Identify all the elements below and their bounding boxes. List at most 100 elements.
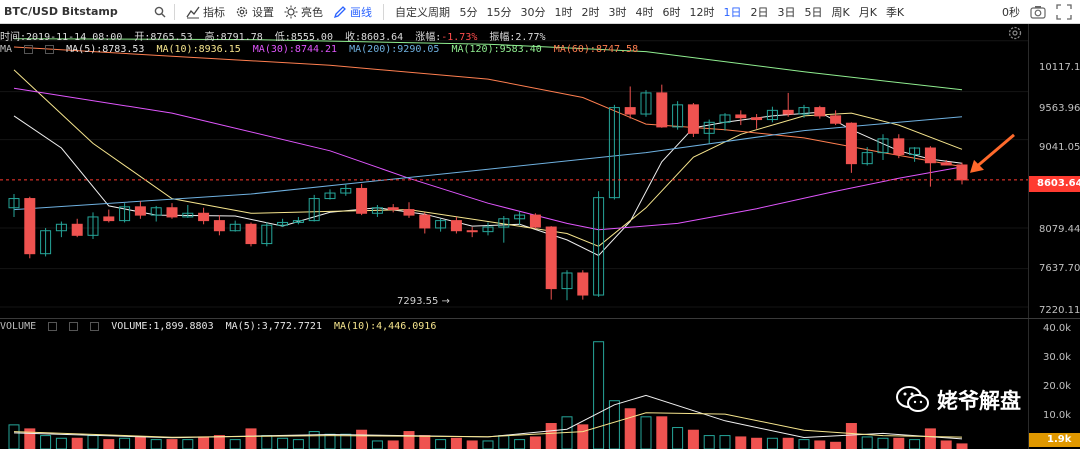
- timeframe-5日[interactable]: 5日: [804, 5, 823, 19]
- candle-body: [324, 192, 336, 200]
- low-price-value: 7293.55: [397, 296, 439, 307]
- price-axis[interactable]: 10117.11 9563.96 9041.05 8603.64 8079.44…: [1028, 24, 1080, 318]
- volume-bar: [640, 416, 652, 449]
- timeframe-3时[interactable]: 3时: [608, 5, 627, 19]
- volume-bar: [909, 439, 921, 449]
- indicators-icon: [186, 6, 200, 18]
- custom-period-button[interactable]: 自定义周期: [390, 4, 455, 20]
- candle-body: [229, 223, 241, 232]
- timeframe-季K[interactable]: 季K: [885, 5, 905, 19]
- timeframe-1日[interactable]: 1日: [723, 5, 742, 19]
- volume-bar: [814, 440, 826, 449]
- timeframe-2日[interactable]: 2日: [750, 5, 769, 19]
- volume-bar: [608, 400, 620, 449]
- volume-bar: [845, 423, 857, 449]
- timeframe-30分[interactable]: 30分: [520, 5, 546, 19]
- indicators-button[interactable]: 指标: [181, 4, 230, 20]
- theme-button[interactable]: 亮色: [279, 4, 328, 20]
- candle-body: [656, 92, 668, 128]
- candle-body: [466, 230, 478, 233]
- candle-body: [419, 214, 431, 229]
- candle-body: [213, 220, 225, 232]
- candle-body: [482, 226, 494, 233]
- fullscreen-icon[interactable]: [1056, 4, 1072, 20]
- price-chart-pane[interactable]: 时间:2019-11-14 08:00 开:8765.53 高:8791.78 …: [0, 24, 1028, 318]
- moving-average-ma120: [13, 38, 963, 91]
- volume-chart-pane[interactable]: VOLUME VOLUME:1,899.8803 MA(5):3,772.772…: [0, 319, 1028, 449]
- volume-bar: [514, 439, 526, 449]
- toolbar-divider: [174, 3, 175, 20]
- candle-body: [292, 220, 304, 223]
- timeframe-1时[interactable]: 1时: [554, 5, 573, 19]
- candle-body: [182, 212, 194, 218]
- volume-bar: [593, 341, 605, 449]
- candle-body: [24, 198, 36, 255]
- symbol-name[interactable]: BTC/USD Bitstamp: [4, 5, 118, 18]
- timeframe-6时[interactable]: 6时: [662, 5, 681, 19]
- timeframe-3日[interactable]: 3日: [777, 5, 796, 19]
- volume-bar: [672, 427, 684, 449]
- candle-body: [561, 272, 573, 290]
- timeframe-周K[interactable]: 周K: [831, 5, 850, 19]
- volume-bar: [656, 416, 668, 449]
- timeframe-4时[interactable]: 4时: [635, 5, 654, 19]
- candle-body: [924, 147, 936, 164]
- candle-body: [608, 107, 620, 199]
- timeframe-15分[interactable]: 15分: [486, 5, 512, 19]
- moving-average-ma200: [13, 116, 963, 211]
- candle-body: [403, 209, 415, 216]
- candle-body: [577, 272, 589, 296]
- candle-body: [435, 220, 447, 229]
- candle-body: [356, 187, 368, 214]
- candle-body: [450, 220, 462, 232]
- legend-low: 低:8555.00: [274, 32, 333, 43]
- settings-toggle-icon[interactable]: [45, 44, 55, 54]
- drawing-button[interactable]: 画线: [328, 4, 377, 20]
- legend-close: 收:8603.64: [345, 32, 404, 43]
- volume-bar: [387, 440, 399, 449]
- pane-settings-icon[interactable]: [1006, 24, 1024, 42]
- ma-legend-label: MA: [0, 44, 13, 55]
- settings-button[interactable]: 设置: [230, 4, 279, 20]
- volume-tick: 30.0k: [1043, 352, 1072, 363]
- volume-bar: [940, 440, 952, 449]
- timeframe-12时[interactable]: 12时: [689, 5, 715, 19]
- timeframe-5分[interactable]: 5分: [459, 5, 478, 19]
- volume-bar: [719, 435, 731, 449]
- eye-toggle-icon[interactable]: [24, 44, 34, 54]
- volume-bar: [340, 433, 352, 449]
- candle-body: [134, 206, 146, 216]
- timeframe-2时[interactable]: 2时: [581, 5, 600, 19]
- eye-toggle-icon[interactable]: [48, 321, 58, 331]
- volume-axis[interactable]: 40.0k 30.0k 20.0k 10.0k 1.9k: [1028, 319, 1080, 449]
- volume-bar: [40, 435, 52, 449]
- volume-bar: [751, 437, 763, 449]
- volume-chart[interactable]: [0, 319, 1028, 449]
- volume-bar: [166, 439, 178, 449]
- camera-icon[interactable]: [1030, 5, 1046, 19]
- pane-divider[interactable]: [0, 318, 1080, 319]
- candle-body: [782, 109, 794, 115]
- close-toggle-icon[interactable]: [90, 321, 100, 331]
- volume-bar: [877, 437, 889, 449]
- candle-body: [830, 115, 842, 124]
- legend-volume-ma5: MA(5):3,772.7721: [225, 321, 322, 332]
- candlestick-chart[interactable]: [0, 24, 1028, 318]
- timeframe-月K[interactable]: 月K: [858, 5, 877, 19]
- candle-body: [387, 207, 399, 211]
- volume-bar: [356, 429, 368, 449]
- volume-bar: [403, 431, 415, 449]
- volume-bar: [71, 437, 83, 449]
- settings-toggle-icon[interactable]: [69, 321, 79, 331]
- moving-average-ma10: [13, 69, 963, 247]
- pencil-icon: [333, 5, 346, 18]
- volume-bar: [292, 439, 304, 449]
- candle-body: [766, 109, 778, 121]
- top-toolbar: BTC/USD Bitstamp 指标 设置 亮色 画线 自定义周期 5分 15分…: [0, 0, 1080, 24]
- legend-change: 涨幅:-1.73%: [415, 32, 478, 43]
- volume-bar: [8, 424, 20, 449]
- volume-bar: [419, 435, 431, 449]
- search-icon[interactable]: [152, 4, 168, 20]
- volume-bar: [624, 408, 636, 449]
- candle-body: [798, 107, 810, 115]
